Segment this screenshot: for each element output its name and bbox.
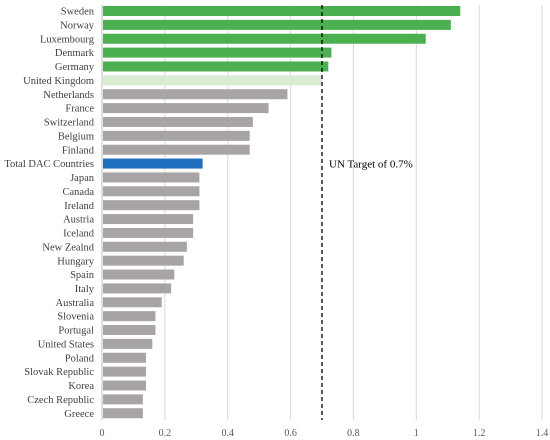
x-tick-label: 0.6 — [284, 428, 297, 439]
bar — [103, 214, 194, 225]
bar — [103, 158, 203, 169]
category-label: Portugal — [58, 326, 94, 337]
category-label: Iceland — [63, 229, 95, 240]
category-label: Slovak Republic — [24, 367, 94, 378]
category-label: United Kingdom — [23, 76, 94, 87]
bar — [103, 144, 250, 155]
category-label: Total DAC Countries — [4, 159, 94, 170]
gridlines — [101, 5, 543, 420]
bar — [103, 269, 175, 280]
x-tick-label: 0 — [100, 428, 105, 439]
bar — [103, 75, 322, 86]
category-label: Germany — [55, 62, 95, 73]
category-label: Slovenia — [57, 312, 94, 323]
x-tick-label: 1.2 — [473, 428, 486, 439]
x-tick-label: 0.8 — [347, 428, 360, 439]
category-label: Italy — [75, 284, 95, 295]
category-label: Hungary — [57, 256, 94, 267]
category-label: Ireland — [64, 201, 94, 212]
bar — [103, 130, 250, 141]
bar — [103, 338, 153, 349]
category-labels: Sweden Norway Luxembourg Denmark Germany Unit… — [4, 7, 94, 420]
category-label: Netherlands — [43, 90, 94, 101]
bar — [103, 186, 200, 197]
bar — [103, 47, 332, 58]
category-label: Sweden — [61, 7, 95, 18]
bar — [103, 297, 162, 308]
bar — [103, 89, 288, 100]
bar — [103, 352, 146, 363]
un-target-label: UN Target of 0.7% — [329, 159, 413, 171]
x-tick-label: 0.4 — [221, 428, 234, 439]
bar — [103, 408, 143, 419]
category-label: Luxembourg — [40, 34, 95, 45]
x-tick-labels: 0 0.2 0.4 0.6 0.8 1 1.2 1.4 — [100, 428, 549, 439]
bar — [103, 103, 269, 114]
category-label: Norway — [60, 20, 95, 31]
bar — [103, 241, 187, 252]
category-label: Finland — [62, 145, 95, 156]
x-tick-label: 0.2 — [159, 428, 172, 439]
bar — [103, 116, 253, 127]
bar — [103, 366, 146, 377]
category-label: United States — [38, 339, 94, 350]
bar — [103, 311, 156, 322]
category-label: New Zealnd — [42, 242, 94, 253]
category-label: Korea — [68, 381, 94, 392]
x-tick-label: 1 — [414, 428, 419, 439]
bar — [103, 380, 146, 391]
bar — [103, 255, 184, 266]
category-label: Switzerland — [44, 118, 95, 129]
category-label: Australia — [56, 298, 95, 309]
category-label: Canada — [63, 187, 95, 198]
bar — [103, 200, 200, 211]
category-label: Spain — [70, 270, 95, 281]
category-label: Czech Republic — [27, 395, 94, 406]
bar — [103, 19, 451, 30]
bar — [103, 61, 329, 72]
bar — [103, 33, 426, 44]
category-label: Poland — [65, 353, 95, 364]
category-label: Austria — [63, 215, 94, 226]
category-label: Greece — [64, 409, 94, 420]
bars — [103, 6, 461, 419]
bar — [103, 6, 461, 16]
bar — [103, 227, 194, 238]
reference-line-group: UN Target of 0.7% — [321, 5, 413, 420]
category-label: Denmark — [55, 48, 95, 59]
category-label: France — [65, 104, 94, 115]
category-label: Belgium — [58, 131, 94, 142]
category-label: Japan — [70, 173, 95, 184]
bar — [103, 283, 172, 294]
bar — [103, 172, 200, 183]
bar — [103, 325, 156, 336]
bar — [103, 394, 143, 405]
x-tick-label: 1.4 — [536, 428, 549, 439]
